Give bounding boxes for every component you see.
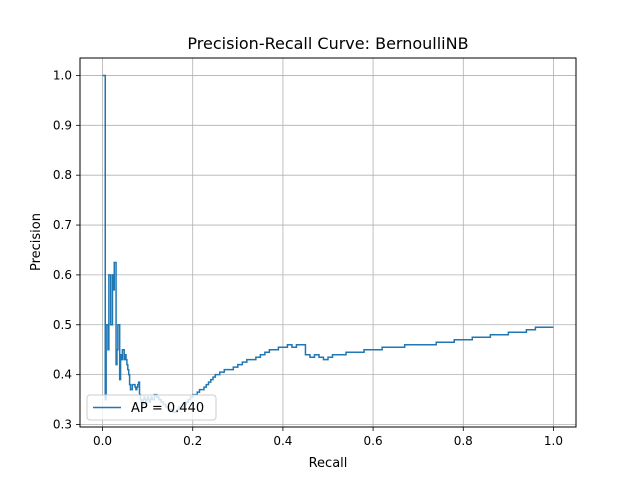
- legend: AP = 0.440: [86, 394, 217, 421]
- y-tick-label: 0.9: [53, 118, 72, 132]
- x-tick-label: 0.8: [454, 434, 473, 448]
- x-tick-label: 0.6: [364, 434, 383, 448]
- grid-lines: [80, 58, 576, 427]
- x-tick-label: 0.2: [183, 434, 202, 448]
- x-axis-label: Recall: [309, 456, 348, 471]
- plot-frame: [79, 57, 577, 428]
- legend-entry-label: AP = 0.440: [131, 401, 204, 416]
- x-axis-ticks: 0.0 0.2 0.4 0.6 0.8 1.0: [93, 427, 563, 448]
- y-tick-label: 0.5: [53, 318, 72, 332]
- y-axis-label: Precision: [29, 213, 44, 271]
- x-tick-label: 0.0: [93, 434, 112, 448]
- x-tick-label: 1.0: [544, 434, 563, 448]
- y-axis-ticks: 0.3 0.4 0.5 0.6 0.7 0.8 0.9 1.0: [53, 68, 80, 432]
- y-tick-label: 0.8: [53, 168, 72, 182]
- x-tick-label: 0.4: [273, 434, 292, 448]
- y-tick-label: 0.7: [53, 218, 72, 232]
- legend-box: [86, 394, 217, 421]
- y-tick-label: 0.4: [53, 368, 72, 382]
- y-tick-label: 1.0: [53, 68, 72, 82]
- y-tick-label: 0.6: [53, 268, 72, 282]
- chart-title: Precision-Recall Curve: BernoulliNB: [187, 34, 468, 53]
- y-tick-label: 0.3: [53, 418, 72, 432]
